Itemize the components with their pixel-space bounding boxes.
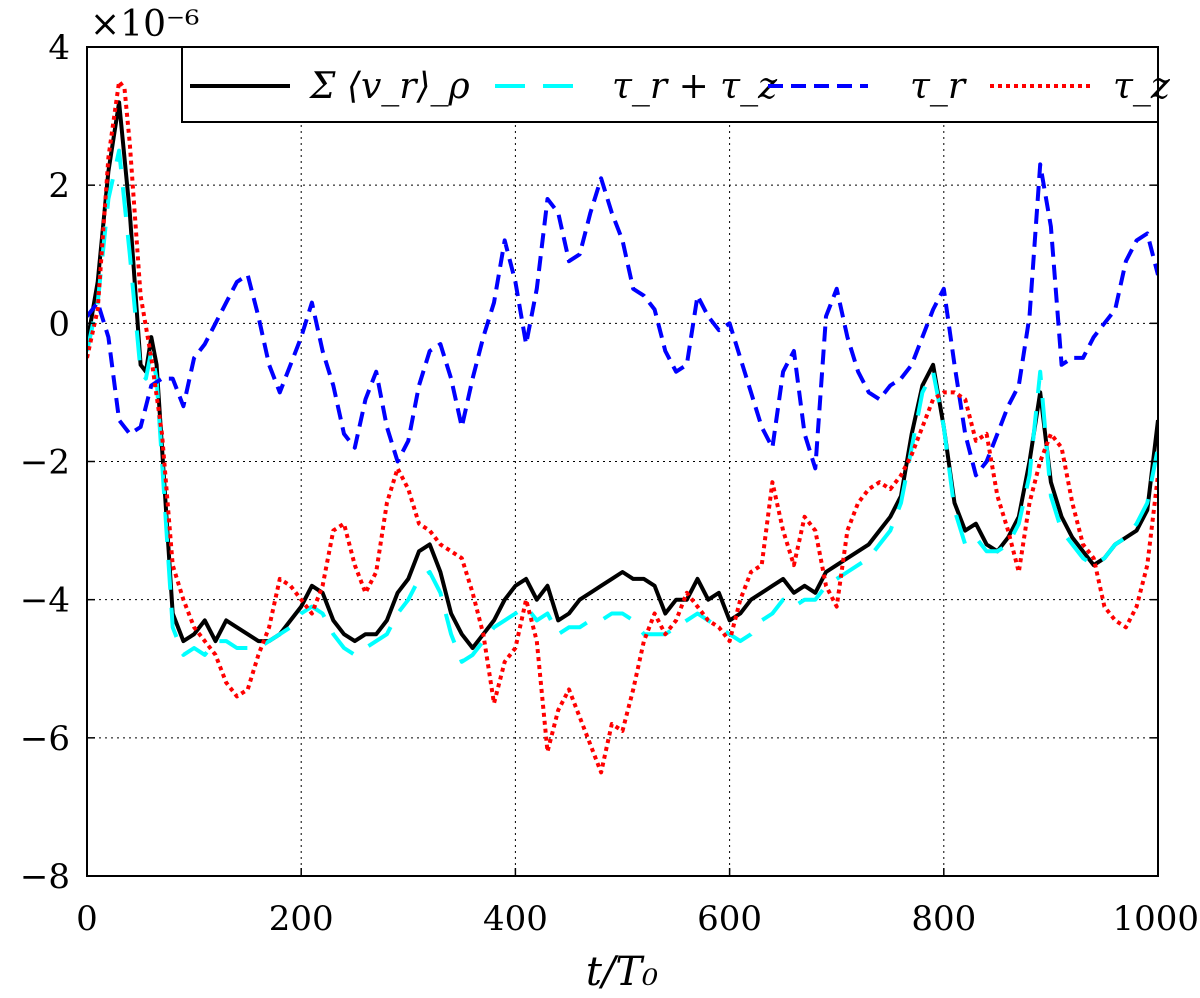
x-tick-label: 800	[911, 899, 976, 939]
legend-label-2: τ_r	[910, 66, 967, 107]
x-tick-label: 1000	[1112, 899, 1199, 939]
y-scale-label: ×10⁻⁶	[90, 4, 199, 45]
x-tick-label: 600	[697, 899, 762, 939]
x-tick-label: 200	[269, 899, 334, 939]
tick-labels: 0 200 400 600 800 1000 −8 −6 −4 −2 0 2 4	[20, 28, 1199, 939]
y-tick-label: 2	[48, 166, 70, 206]
y-tick-label: 0	[48, 304, 70, 344]
legend-label-3: τ_z	[1113, 66, 1171, 107]
legend-label-1: τ_r + τ_z	[612, 66, 778, 107]
series-line-2	[87, 162, 1158, 478]
y-tick-label: −2	[20, 443, 70, 483]
x-tick-label: 400	[483, 899, 548, 939]
series-line-0	[87, 100, 1158, 650]
y-tick-label: −6	[20, 719, 70, 759]
legend-box	[181, 46, 1159, 123]
legend-label-0: Σ ⟨v_r⟩_ρ	[308, 66, 470, 107]
x-axis-label: t/T₀	[586, 949, 658, 995]
x-tick-label: 0	[76, 899, 98, 939]
y-tick-label: 4	[48, 28, 70, 68]
series-layer	[87, 79, 1158, 775]
y-tick-label: −8	[20, 857, 70, 897]
legend: Σ ⟨v_r⟩_ρ τ_r + τ_z τ_r τ_z	[181, 46, 1171, 123]
series-line-3	[87, 79, 1158, 775]
y-tick-label: −4	[20, 581, 70, 621]
grid-lines	[87, 47, 1158, 876]
series-line-1	[87, 148, 1158, 664]
